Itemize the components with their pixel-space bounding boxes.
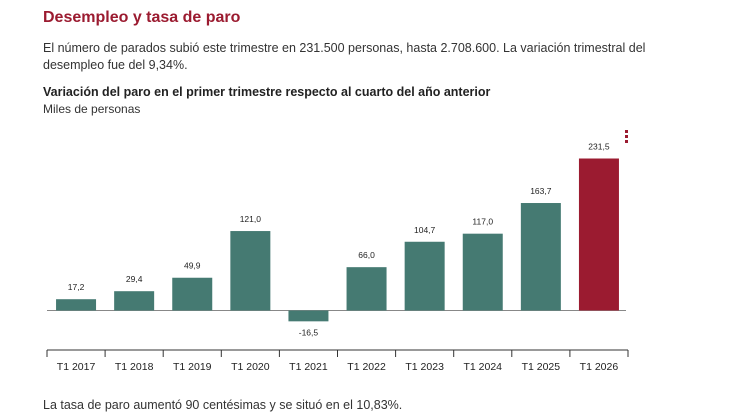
- chart-menu-icon[interactable]: [622, 130, 630, 148]
- x-tick-label: T1 2021: [289, 361, 328, 373]
- bar-t1-2022: [346, 267, 387, 311]
- bar-t1-2024: [462, 233, 503, 311]
- page-title: Desempleo y tasa de paro: [43, 9, 241, 26]
- x-tick-label: T1 2023: [405, 361, 444, 373]
- bar-t1-2020: [230, 231, 271, 311]
- chart-title: Variación del paro en el primer trimestr…: [43, 85, 491, 99]
- bar-t1-2023: [404, 241, 445, 311]
- x-tick-label: T1 2026: [580, 361, 619, 373]
- x-tick-label: T1 2018: [115, 361, 154, 373]
- data-label: 163,7: [530, 186, 552, 196]
- bar-t1-2017: [56, 299, 97, 311]
- bar-t1-2025: [520, 203, 561, 311]
- x-tick-label: T1 2024: [463, 361, 502, 373]
- x-tick-label: T1 2025: [522, 361, 561, 373]
- intro-text: El número de parados subió este trimestr…: [43, 41, 646, 72]
- data-label: 231,5: [588, 142, 610, 152]
- x-tick-label: T1 2019: [173, 361, 212, 373]
- data-label: 104,7: [414, 225, 436, 235]
- data-label: -16,5: [299, 327, 319, 337]
- x-tick-label: T1 2017: [57, 361, 96, 373]
- footer-text: La tasa de paro aumentó 90 centésimas y …: [43, 398, 403, 412]
- data-label: 29,4: [126, 274, 143, 284]
- data-label: 121,0: [240, 214, 262, 224]
- bar-t1-2018: [114, 291, 155, 311]
- data-label: 49,9: [184, 261, 201, 271]
- data-label: 66,0: [358, 250, 375, 260]
- chart-subtitle: Miles de personas: [43, 102, 141, 116]
- bar-t1-2021: [288, 310, 329, 322]
- data-label: 17,2: [68, 282, 85, 292]
- data-label: 117,0: [472, 217, 493, 227]
- x-tick-label: T1 2020: [231, 361, 270, 373]
- bar-t1-2019: [172, 277, 213, 311]
- x-tick-label: T1 2022: [347, 361, 386, 373]
- bar-t1-2026: [578, 158, 619, 311]
